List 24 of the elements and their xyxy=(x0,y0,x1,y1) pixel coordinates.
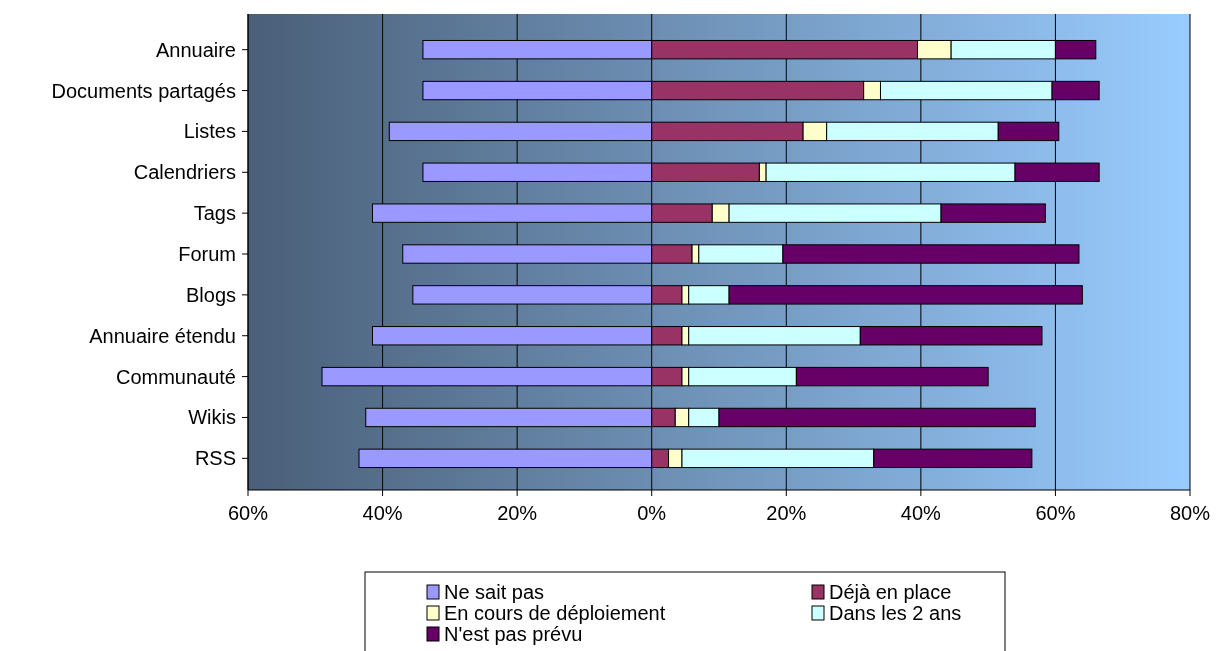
y-tick-label: Forum xyxy=(178,243,236,265)
x-tick-label: 60% xyxy=(1035,502,1076,524)
legend-label: Dans les 2 ans xyxy=(829,602,962,624)
legend-label: N'est pas prévu xyxy=(444,623,583,645)
y-tick-label: Blogs xyxy=(185,283,236,306)
y-tick-label: Annuaire xyxy=(155,38,236,61)
y-tick-label: Wikis xyxy=(188,406,236,429)
x-tick-label: 20% xyxy=(766,502,807,524)
x-tick-label: 60% xyxy=(227,502,269,524)
y-tick-label: Listes xyxy=(183,120,236,143)
y-tick-label: Tags xyxy=(193,202,236,225)
x-tick-label: 40% xyxy=(362,502,403,524)
y-tick-label: Calendriers xyxy=(133,161,236,184)
x-tick-label: 80% xyxy=(1169,502,1211,524)
x-tick-label: 0% xyxy=(637,502,667,524)
legend-label: En cours de déploiement xyxy=(444,602,666,624)
y-tick-label: RSS xyxy=(194,447,236,470)
x-tick-label: 20% xyxy=(497,502,538,524)
y-tick-label: Communauté xyxy=(115,365,236,388)
legend-label: Ne sait pas xyxy=(444,581,545,603)
x-tick-label: 40% xyxy=(900,502,942,524)
y-tick-label: Documents partagés xyxy=(51,79,236,102)
y-tick-label: Annuaire étendu xyxy=(89,324,236,347)
legend-label: Déjà en place xyxy=(829,581,952,603)
